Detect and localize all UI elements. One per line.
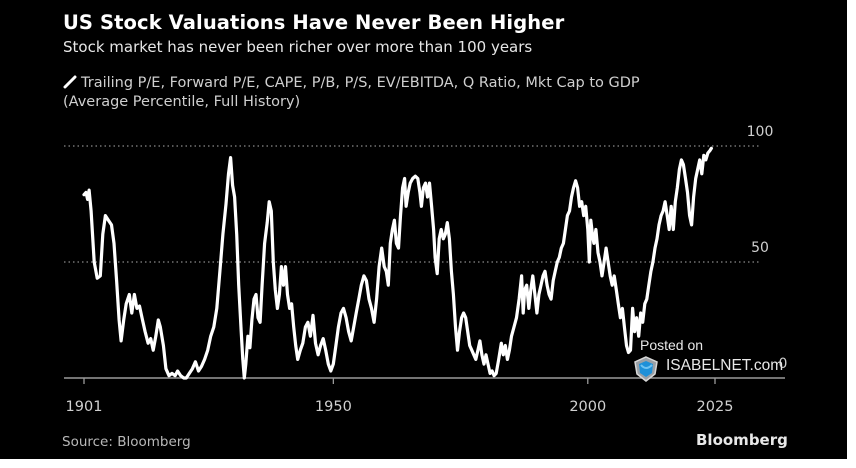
legend-sublabel: (Average Percentile, Full History) xyxy=(63,94,301,110)
y-tick-label: 100 xyxy=(747,124,774,140)
watermark-posted-text: Posted on xyxy=(640,337,704,353)
series-line xyxy=(82,146,713,380)
brand-logo: Bloomberg xyxy=(696,431,788,449)
gridlines xyxy=(64,145,760,263)
y-axis-labels: 0 50 100 xyxy=(747,124,788,372)
chart-title: US Stock Valuations Have Never Been High… xyxy=(63,11,565,34)
watermark-site-text: ISABELNET.com xyxy=(666,357,784,374)
x-tick-label: 2025 xyxy=(697,399,734,415)
x-axis-labels: 1901 1950 2000 2025 xyxy=(66,399,734,415)
chart-subtitle: Stock market has never been richer over … xyxy=(63,38,533,56)
x-axis xyxy=(64,377,785,384)
x-tick-label: 2000 xyxy=(569,399,606,415)
legend: Trailing P/E, Forward P/E, CAPE, P/B, P/… xyxy=(63,74,640,112)
source-note: Source: Bloomberg xyxy=(62,434,191,450)
line-chart: 0 50 100 1901 1950 2000 2025 xyxy=(64,124,788,415)
y-tick-label: 0 xyxy=(779,356,788,372)
x-tick-label: 1901 xyxy=(66,399,103,415)
x-tick-label: 1950 xyxy=(315,399,352,415)
shield-logo-icon xyxy=(634,356,658,382)
series xyxy=(82,146,713,380)
line-swatch-icon xyxy=(63,75,77,89)
chart-background xyxy=(0,0,847,459)
legend-label: Trailing P/E, Forward P/E, CAPE, P/B, P/… xyxy=(81,75,640,91)
y-tick-label: 50 xyxy=(751,240,769,256)
